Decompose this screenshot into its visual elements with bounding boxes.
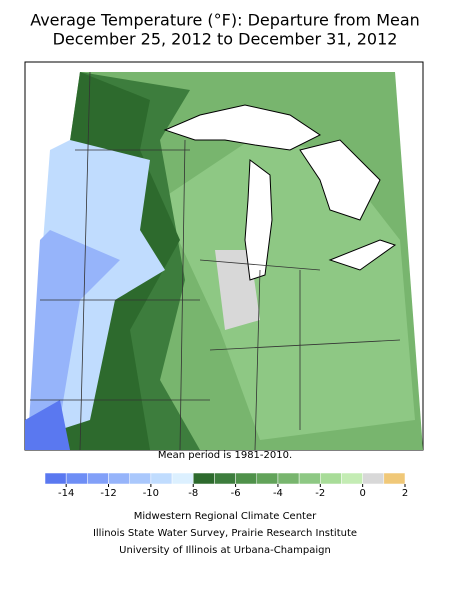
legend-swatch [341,472,363,485]
legend-tick-label: 2 [402,488,408,499]
legend-swatch [44,472,67,485]
legend-tick-label: -6 [231,488,241,499]
map-note: Mean period is 1981-2010. [158,450,292,461]
legend-swatch [256,472,279,485]
legend-swatch [320,472,342,485]
legend-swatch [65,472,88,485]
credit-line: Midwestern Regional Climate Center [134,511,317,522]
legend-tick-label: -14 [58,488,74,499]
legend-tick-label: -4 [273,488,283,499]
legend-swatch [362,472,385,485]
legend-tick-label: 0 [359,488,365,499]
legend-swatch [277,472,300,485]
legend-swatch [192,472,215,485]
legend-swatch [150,472,173,485]
legend-swatch [383,472,406,485]
state-borders [30,71,401,451]
legend-swatch [87,472,109,485]
map [24,61,424,451]
legend-tick-label: -2 [315,488,325,499]
legend-tick-label: -10 [143,488,159,499]
temp-zone [25,400,70,450]
legend: -14 -12 -10 -8 -6 -4 -2 0 2 [44,472,408,499]
credit-line: University of Illinois at Urbana-Champai… [119,545,331,556]
credit-line: Illinois State Water Survey, Prairie Res… [93,528,357,539]
legend-tick-label: -12 [100,488,116,499]
lake-michigan [244,159,273,281]
lake-superior [163,104,321,151]
legend-swatch [298,472,321,485]
legend-swatch [214,472,236,485]
temp-zone [28,230,120,440]
lake-huron [299,139,381,221]
legend-swatch [129,472,152,485]
title-line: Average Temperature (°F): Departure from… [30,11,420,30]
legend-swatch [108,472,130,485]
legend-swatch [235,472,258,485]
legend-swatch [171,472,194,485]
title-line: December 25, 2012 to December 31, 2012 [53,30,398,49]
legend-tick-label: -8 [188,488,198,499]
lake-erie [328,239,397,271]
